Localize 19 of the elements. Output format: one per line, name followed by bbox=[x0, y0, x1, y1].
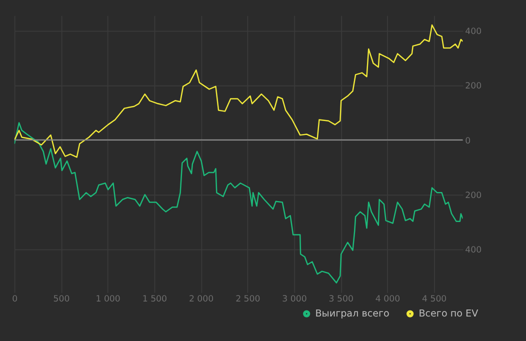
y-tick-label: 400 bbox=[465, 246, 482, 256]
y-tick-label: 200 bbox=[465, 190, 482, 201]
y-tick-label: 0 bbox=[465, 136, 471, 146]
legend-label: Выиграл всего bbox=[315, 308, 390, 320]
x-tick-label: 4 500 bbox=[422, 294, 447, 304]
y-tick-label: 400 bbox=[465, 27, 482, 38]
x-tick-label: 0 bbox=[12, 294, 18, 304]
x-tick-label: 3 500 bbox=[328, 294, 354, 304]
y-tick-label: 200 bbox=[465, 82, 482, 92]
line-series bbox=[14, 24, 463, 158]
x-tick-label: 1 000 bbox=[96, 294, 120, 304]
x-tick-label: 2 000 bbox=[188, 294, 214, 304]
x-tick-label: 1 500 bbox=[142, 294, 168, 304]
x-tick-label: 2 500 bbox=[236, 294, 260, 304]
x-tick-label: 3 000 bbox=[282, 294, 307, 304]
x-tick-label: 4 000 bbox=[375, 294, 400, 304]
line-series bbox=[14, 122, 463, 284]
legend-label: Всего по EV bbox=[418, 308, 479, 320]
x-tick-label: 500 bbox=[53, 294, 70, 304]
